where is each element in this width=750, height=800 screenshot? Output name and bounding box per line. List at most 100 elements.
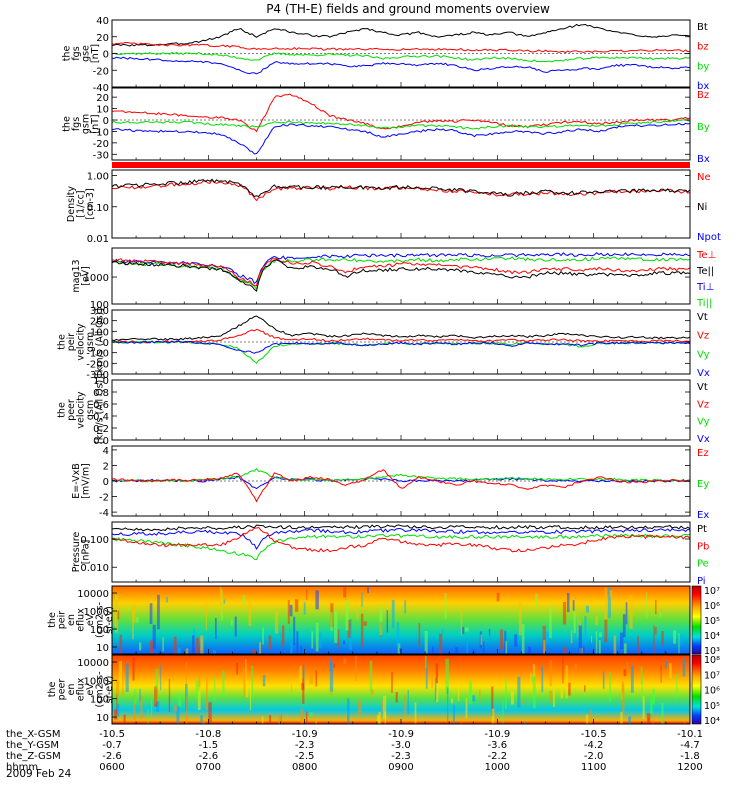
spectrogram-streak — [574, 664, 577, 671]
x-tick-label: -3.6 — [488, 740, 508, 751]
y-axis-label-line: peer — [57, 679, 68, 701]
y-axis-label-line: gsm — [85, 400, 96, 420]
spectrogram-streak — [236, 662, 238, 675]
y-tick-label: 1000 — [84, 273, 109, 284]
spectrogram-streak — [383, 695, 387, 719]
spectrogram-streak — [358, 700, 362, 715]
spectrogram-streak — [579, 619, 581, 631]
y-axis-label-line: en — [66, 614, 77, 626]
spectrogram-streak — [200, 715, 203, 724]
y-axis-label-line: [1/cc] — [76, 190, 87, 217]
spectrogram-streak — [222, 670, 225, 697]
legend-label: Vx — [697, 368, 710, 379]
y-axis-label-line: gsm — [80, 114, 91, 134]
spectrogram-streak — [132, 604, 136, 623]
spectrogram-streak — [652, 689, 655, 705]
spectrogram-streak — [300, 708, 304, 724]
spectrogram-streak — [343, 658, 347, 664]
spectrogram-streak — [396, 622, 400, 647]
x-tick-label: -10.9 — [484, 729, 510, 740]
spectrogram-streak — [496, 592, 500, 602]
spectrogram-streak — [360, 613, 364, 647]
x-tick-label: -10.9 — [292, 729, 318, 740]
spectrogram-streak — [157, 594, 160, 630]
spectrogram-streak — [280, 714, 282, 724]
y-axis-label-line: [nPa] — [80, 540, 91, 565]
spectrogram-streak — [414, 702, 417, 724]
y-tick-label: 1.0 — [93, 376, 109, 387]
y-axis-label-line: eflux — [76, 677, 87, 701]
x-tick-label: -1.8 — [680, 751, 700, 762]
spectrogram-streak — [462, 626, 465, 635]
spectrogram-streak — [294, 599, 299, 612]
legend-label: Pe — [697, 559, 709, 570]
x-tick-label: 0700 — [196, 762, 221, 773]
spectrogram-streak — [661, 702, 664, 724]
spectrogram-streak — [136, 616, 139, 623]
x-tick-label: 0600 — [99, 762, 124, 773]
spectrogram-streak — [343, 640, 345, 645]
date-label: 2009 Feb 24 — [6, 768, 72, 780]
spectrogram-streak — [315, 670, 317, 687]
spectrogram-streak — [311, 631, 314, 649]
legend-label: Ne — [697, 172, 711, 183]
spectrogram-streak — [245, 659, 247, 686]
spectrogram-streak — [584, 616, 587, 645]
spectrogram-streak — [535, 593, 538, 608]
y-tick-label: -20 — [93, 139, 109, 150]
y-tick-label: 0 — [103, 50, 109, 61]
spectrogram-streak — [598, 640, 601, 654]
spectrogram-streak — [480, 634, 483, 645]
spectrogram-streak — [424, 631, 428, 654]
spectrogram-streak — [391, 600, 395, 629]
y-tick-label: 100 — [90, 695, 109, 706]
spectrogram-streak — [185, 662, 188, 686]
legend-label: Ey — [697, 479, 709, 490]
spectrogram-streak — [198, 671, 201, 692]
y-axis-label-line: [km/s (All Qs)] — [95, 308, 106, 376]
spectrogram-streak — [319, 632, 322, 648]
spectrogram-streak — [347, 698, 350, 724]
spectrogram-streak — [628, 716, 631, 724]
spectrogram-streak — [626, 662, 629, 672]
colorbar-tick-label: 10⁵ — [704, 616, 720, 627]
panel-peer-velocity: 1.00.80.60.40.20.0 Vt Vz Vy Vx thepeervelocit… — [57, 376, 710, 447]
legend-label: Ti|| — [696, 298, 712, 309]
spectrogram-streak — [309, 670, 313, 684]
colorbar-tick-label: 10⁷ — [704, 670, 720, 681]
spectrogram-streak — [185, 696, 188, 724]
spectrogram-streak — [572, 600, 575, 611]
spectrogram-streak — [620, 712, 623, 724]
spectrogram-streak — [262, 627, 264, 645]
spectrogram-streak — [453, 704, 455, 724]
panel-peer-eflux: 10⁸ 10⁷ 10⁶ 10⁵ 10⁴ 10000 1000 100 10 thepeerenef… — [47, 654, 720, 727]
y-tick-label: -40 — [93, 83, 109, 94]
y-axis-label-line: eV — [85, 683, 96, 696]
y-axis-label-line: gsm — [85, 332, 96, 352]
spectrogram-streak — [296, 631, 299, 654]
spectrogram-streak — [528, 646, 532, 654]
spectrogram-streak — [560, 688, 564, 699]
spectrogram-streak — [160, 664, 162, 691]
spectrogram-streak — [369, 660, 373, 693]
spectrogram-streak — [436, 678, 439, 703]
series-line-blue — [111, 527, 691, 551]
legend-label: by — [697, 61, 709, 72]
legend-label: Vt — [697, 382, 708, 393]
y-axis-label-line: the — [57, 402, 68, 418]
spectrogram-streak — [583, 646, 585, 654]
spectrogram-streak — [219, 586, 222, 615]
y-axis-label-line: en — [66, 684, 77, 696]
y-tick-label: 10000 — [77, 658, 109, 669]
spectrogram-streak — [434, 677, 437, 702]
spectrogram-streak — [302, 664, 305, 691]
legend-label: Vz — [697, 331, 709, 342]
spectrogram-streak — [117, 610, 120, 620]
y-tick-label: -10 — [93, 127, 109, 138]
y-tick-label: 0 — [103, 477, 109, 488]
spectrogram-streak — [293, 616, 296, 646]
